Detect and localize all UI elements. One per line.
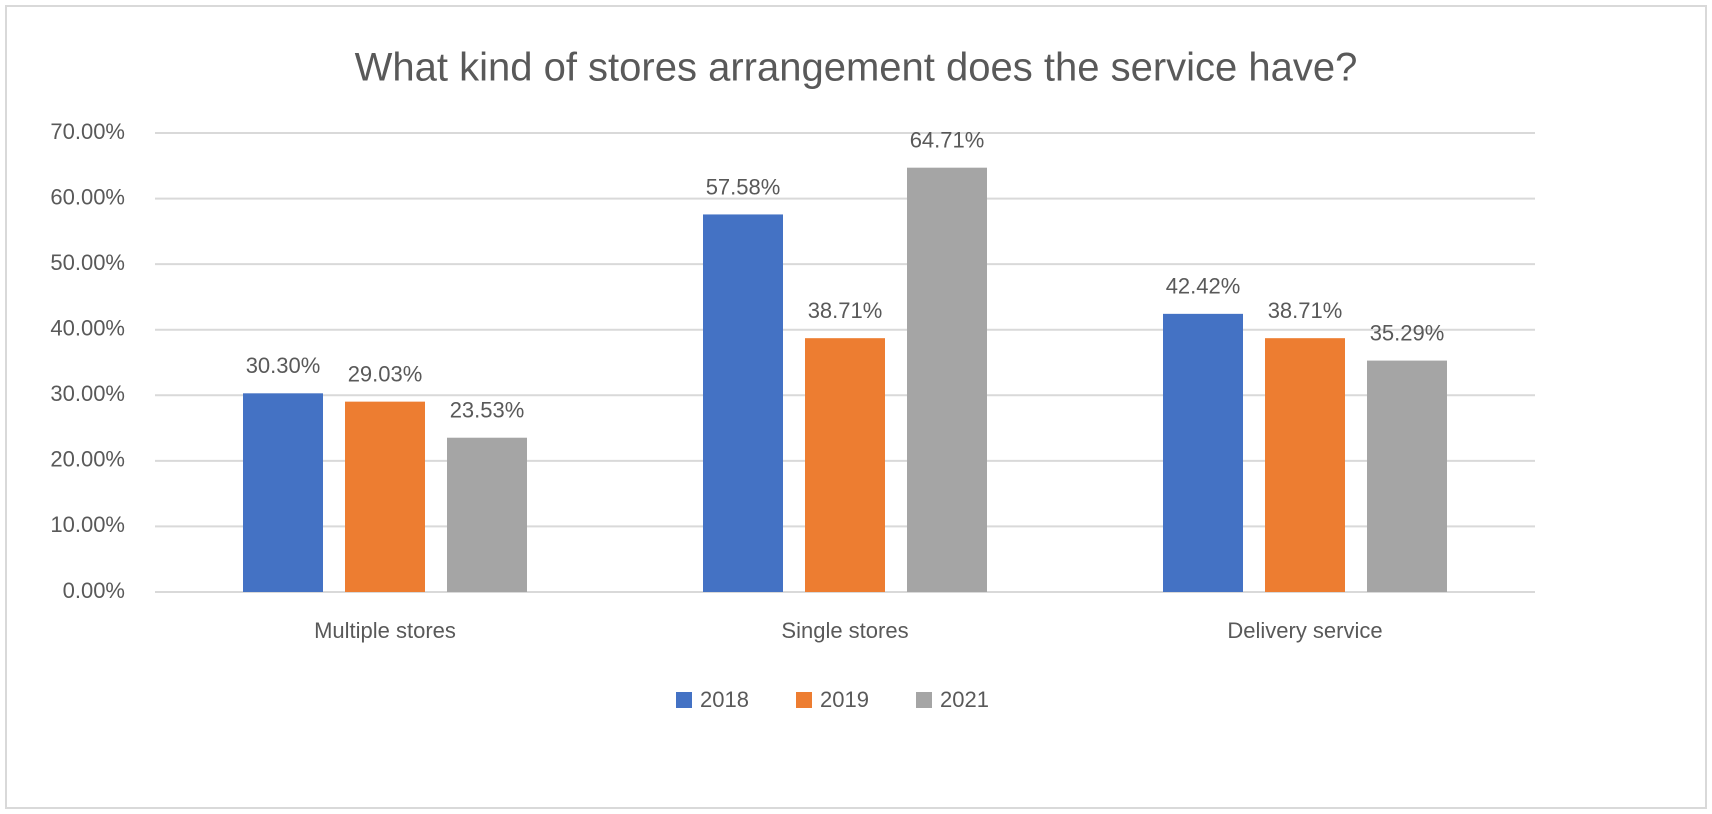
bar (907, 167, 987, 592)
data-label: 23.53% (450, 398, 525, 423)
x-tick-label: Multiple stores (314, 618, 456, 643)
legend-label: 2019 (820, 687, 869, 712)
data-label: 38.71% (1268, 298, 1343, 323)
legend-label: 2021 (940, 687, 989, 712)
y-tick-label: 60.00% (50, 184, 125, 209)
chart-title: What kind of stores arrangement does the… (355, 46, 1358, 90)
y-tick-label: 0.00% (63, 578, 125, 603)
y-tick-label: 50.00% (50, 250, 125, 275)
data-label: 42.42% (1166, 274, 1241, 299)
bar (1265, 338, 1345, 592)
legend-swatch (916, 692, 932, 708)
x-tick-label: Single stores (781, 618, 908, 643)
y-tick-label: 20.00% (50, 447, 125, 472)
x-tick-label: Delivery service (1227, 618, 1382, 643)
data-label: 57.58% (706, 174, 781, 199)
legend-swatch (796, 692, 812, 708)
bar (1163, 313, 1243, 592)
bar (243, 393, 323, 592)
data-label: 29.03% (348, 361, 423, 386)
data-label: 38.71% (808, 298, 883, 323)
data-label: 30.30% (246, 353, 321, 378)
data-label: 64.71% (910, 127, 985, 152)
bar (447, 437, 527, 592)
bar (703, 214, 783, 593)
bar (805, 338, 885, 592)
data-label: 35.29% (1370, 320, 1445, 345)
y-tick-label: 10.00% (50, 512, 125, 537)
y-tick-label: 30.00% (50, 381, 125, 406)
bar (345, 401, 425, 592)
y-tick-label: 70.00% (50, 119, 125, 144)
legend-swatch (676, 692, 692, 708)
bar (1367, 360, 1447, 592)
y-tick-label: 40.00% (50, 316, 125, 341)
legend-label: 2018 (700, 687, 749, 712)
